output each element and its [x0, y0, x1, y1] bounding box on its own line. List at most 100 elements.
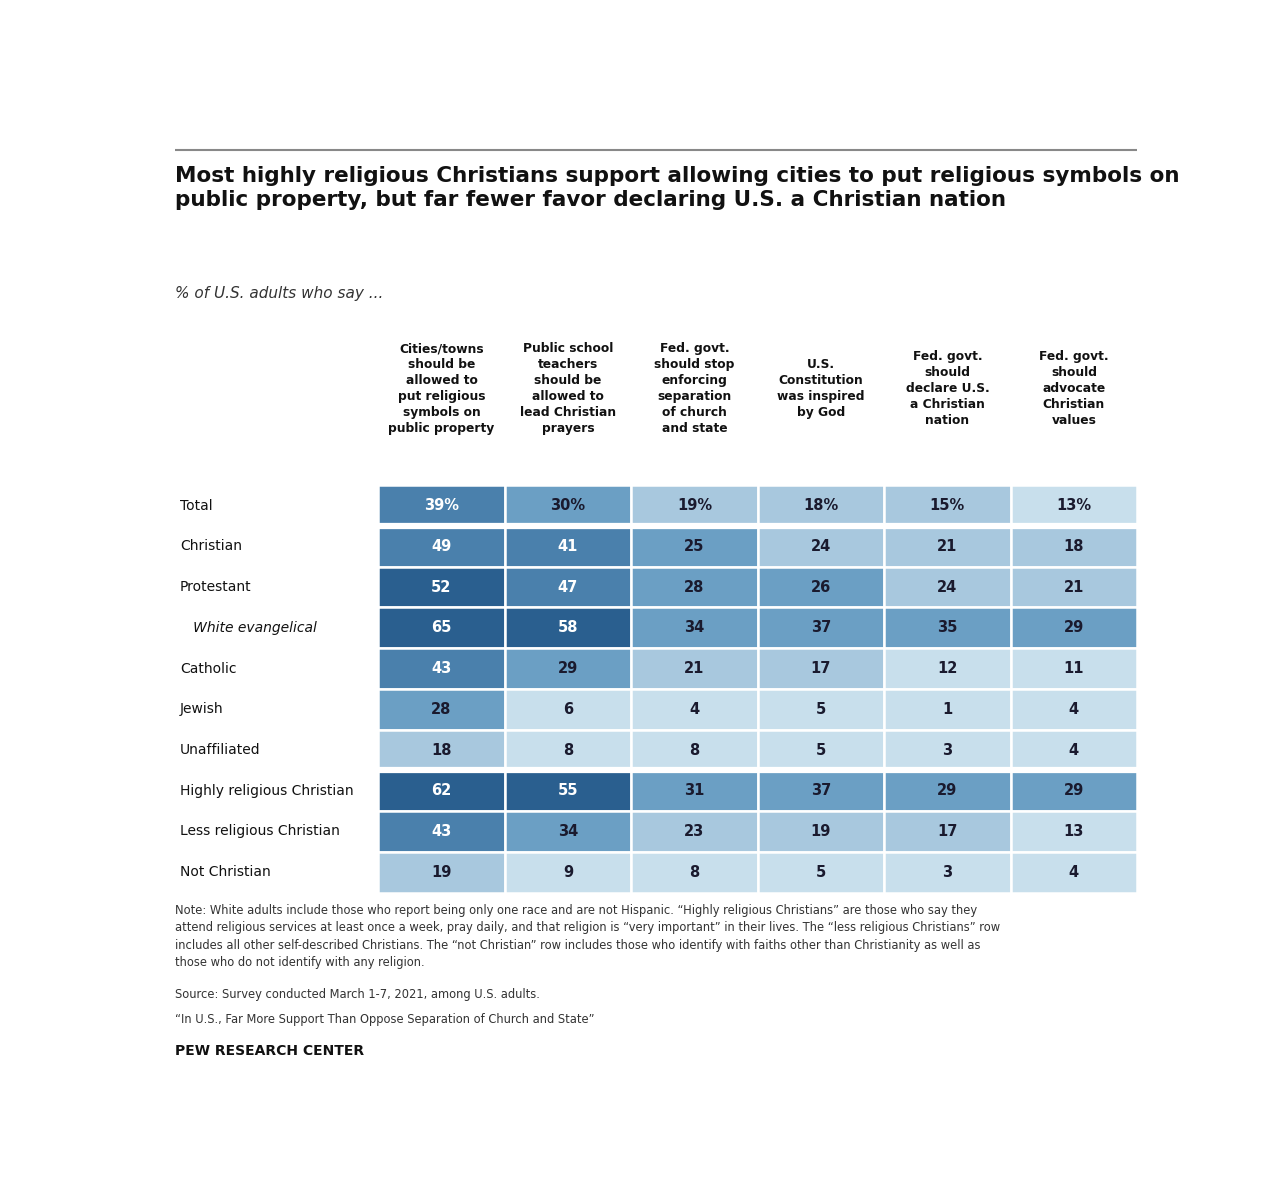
- Bar: [884, 689, 1011, 730]
- Bar: [379, 648, 504, 689]
- Text: 58: 58: [558, 621, 579, 635]
- Text: 24: 24: [810, 538, 831, 554]
- Bar: [758, 689, 884, 730]
- Text: 6: 6: [563, 702, 573, 716]
- Text: 8: 8: [563, 743, 573, 757]
- Bar: [379, 811, 504, 851]
- Text: 49: 49: [431, 538, 452, 554]
- Bar: [504, 527, 631, 567]
- Text: Fed. govt.
should
advocate
Christian
values: Fed. govt. should advocate Christian val…: [1039, 350, 1108, 427]
- Bar: [631, 730, 758, 770]
- Bar: [504, 730, 631, 770]
- Bar: [884, 485, 1011, 527]
- Text: 9: 9: [563, 864, 573, 880]
- Text: White evangelical: White evangelical: [179, 621, 316, 635]
- Bar: [884, 567, 1011, 608]
- Text: 23: 23: [685, 824, 704, 839]
- Text: 13: 13: [1064, 824, 1084, 839]
- Text: 65: 65: [431, 621, 452, 635]
- Text: Catholic: Catholic: [179, 661, 237, 676]
- Text: U.S.
Constitution
was inspired
by God: U.S. Constitution was inspired by God: [777, 358, 865, 419]
- Bar: [1011, 567, 1137, 608]
- Bar: [379, 485, 504, 527]
- Bar: [631, 811, 758, 851]
- Text: 34: 34: [685, 621, 704, 635]
- Text: 4: 4: [1069, 743, 1079, 757]
- Text: 17: 17: [810, 661, 831, 676]
- Bar: [1011, 527, 1137, 567]
- Text: 1: 1: [942, 702, 952, 716]
- Text: 55: 55: [558, 783, 579, 799]
- Text: 19: 19: [810, 824, 831, 839]
- Bar: [379, 527, 504, 567]
- Text: Christian: Christian: [179, 540, 242, 553]
- Bar: [631, 527, 758, 567]
- Text: 21: 21: [1064, 579, 1084, 595]
- Text: Unaffiliated: Unaffiliated: [179, 743, 260, 757]
- Bar: [1011, 648, 1137, 689]
- Text: 29: 29: [558, 661, 579, 676]
- Text: 37: 37: [810, 621, 831, 635]
- Bar: [631, 689, 758, 730]
- Text: Not Christian: Not Christian: [179, 866, 270, 879]
- Bar: [504, 770, 631, 811]
- Bar: [379, 851, 504, 893]
- Text: 29: 29: [937, 783, 957, 799]
- Bar: [884, 527, 1011, 567]
- Text: 18: 18: [1064, 538, 1084, 554]
- Text: 5: 5: [815, 743, 826, 757]
- Text: 52: 52: [431, 579, 452, 595]
- Bar: [504, 851, 631, 893]
- Bar: [758, 485, 884, 527]
- Text: Less religious Christian: Less religious Christian: [179, 825, 339, 838]
- Text: 21: 21: [937, 538, 957, 554]
- Bar: [1011, 485, 1137, 527]
- Bar: [379, 730, 504, 770]
- Bar: [884, 770, 1011, 811]
- Text: 25: 25: [685, 538, 704, 554]
- Bar: [379, 689, 504, 730]
- Bar: [504, 485, 631, 527]
- Text: 19%: 19%: [677, 498, 712, 513]
- Bar: [631, 608, 758, 648]
- Bar: [1011, 851, 1137, 893]
- Bar: [379, 770, 504, 811]
- Bar: [504, 689, 631, 730]
- Text: 43: 43: [431, 824, 452, 839]
- Bar: [631, 851, 758, 893]
- Text: 17: 17: [937, 824, 957, 839]
- Text: Jewish: Jewish: [179, 702, 224, 716]
- Text: 8: 8: [690, 743, 700, 757]
- Text: 43: 43: [431, 661, 452, 676]
- Text: 19: 19: [431, 864, 452, 880]
- Text: 15%: 15%: [929, 498, 965, 513]
- Text: 11: 11: [1064, 661, 1084, 676]
- Bar: [631, 567, 758, 608]
- Text: 62: 62: [431, 783, 452, 799]
- Text: Total: Total: [179, 499, 212, 512]
- Bar: [884, 608, 1011, 648]
- Text: 12: 12: [937, 661, 957, 676]
- Bar: [631, 770, 758, 811]
- Text: 24: 24: [937, 579, 957, 595]
- Bar: [379, 608, 504, 648]
- Text: 47: 47: [558, 579, 579, 595]
- Bar: [631, 485, 758, 527]
- Text: 41: 41: [558, 538, 579, 554]
- Bar: [758, 648, 884, 689]
- Bar: [884, 851, 1011, 893]
- Text: 5: 5: [815, 702, 826, 716]
- Text: 3: 3: [942, 864, 952, 880]
- Text: 18: 18: [431, 743, 452, 757]
- Bar: [504, 608, 631, 648]
- Bar: [758, 608, 884, 648]
- Bar: [758, 811, 884, 851]
- Bar: [884, 730, 1011, 770]
- Text: 4: 4: [1069, 864, 1079, 880]
- Text: 4: 4: [1069, 702, 1079, 716]
- Text: 4: 4: [690, 702, 699, 716]
- Text: % of U.S. adults who say ...: % of U.S. adults who say ...: [175, 285, 383, 301]
- Text: 35: 35: [937, 621, 957, 635]
- Text: Most highly religious Christians support allowing cities to put religious symbol: Most highly religious Christians support…: [175, 166, 1179, 210]
- Text: PEW RESEARCH CENTER: PEW RESEARCH CENTER: [175, 1045, 364, 1058]
